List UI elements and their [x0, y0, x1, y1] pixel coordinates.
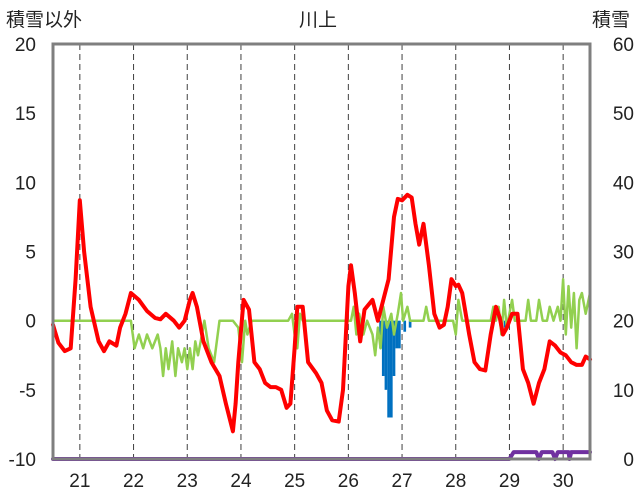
precip-bar-4 — [389, 320, 393, 418]
x-tick-24: 24 — [230, 471, 252, 492]
series-line-temperature — [51, 192, 592, 434]
precip-bar-2 — [384, 320, 388, 390]
left-tick-20: 20 — [15, 35, 36, 56]
x-tick-23: 23 — [177, 471, 198, 492]
left-tick-5: 5 — [25, 243, 36, 264]
right-tick-20: 20 — [613, 312, 634, 333]
precip-bar-1 — [381, 320, 385, 376]
precip-bar-11 — [503, 320, 507, 328]
series-line-wind — [51, 277, 592, 378]
left-tick-0: 0 — [25, 312, 36, 333]
left-tick-10: 10 — [15, 173, 36, 194]
x-tick-30: 30 — [553, 471, 574, 492]
right-tick-0: 0 — [623, 450, 634, 471]
plot-frame — [51, 42, 592, 461]
x-tick-29: 29 — [499, 471, 520, 492]
x-tick-27: 27 — [391, 471, 412, 492]
left-tick-labels: 20 15 10 5 0 -5 -10 — [9, 35, 36, 471]
x-tick-26: 26 — [338, 471, 359, 492]
right-tick-40: 40 — [613, 173, 634, 194]
precip-bar-7 — [398, 320, 401, 349]
right-tick-labels: 60 50 40 30 20 10 0 — [613, 35, 634, 471]
precip-bar-3 — [387, 320, 390, 418]
x-tick-21: 21 — [69, 471, 90, 492]
x-tick-22: 22 — [123, 471, 144, 492]
right-tick-10: 10 — [613, 381, 634, 402]
x-tick-28: 28 — [445, 471, 466, 492]
left-tick-15: 15 — [15, 104, 36, 125]
x-tick-labels: 21 22 23 24 25 26 27 28 29 30 — [69, 471, 573, 492]
left-axis-label: 積雪以外 — [6, 9, 82, 31]
precip-bar-9 — [408, 320, 412, 328]
left-tick--5: -5 — [19, 381, 36, 402]
chart-title: 川上 — [299, 9, 337, 31]
right-tick-30: 30 — [613, 243, 634, 264]
precip-bar-8 — [403, 320, 407, 332]
right-tick-60: 60 — [613, 35, 634, 56]
right-tick-50: 50 — [613, 104, 634, 125]
precip-bar-5 — [392, 320, 396, 376]
grid — [79, 44, 564, 459]
precip-bar-6 — [395, 320, 399, 349]
x-tick-25: 25 — [284, 471, 305, 492]
left-tick--10: -10 — [9, 450, 36, 471]
right-axis-label: 積雪 — [592, 9, 630, 31]
